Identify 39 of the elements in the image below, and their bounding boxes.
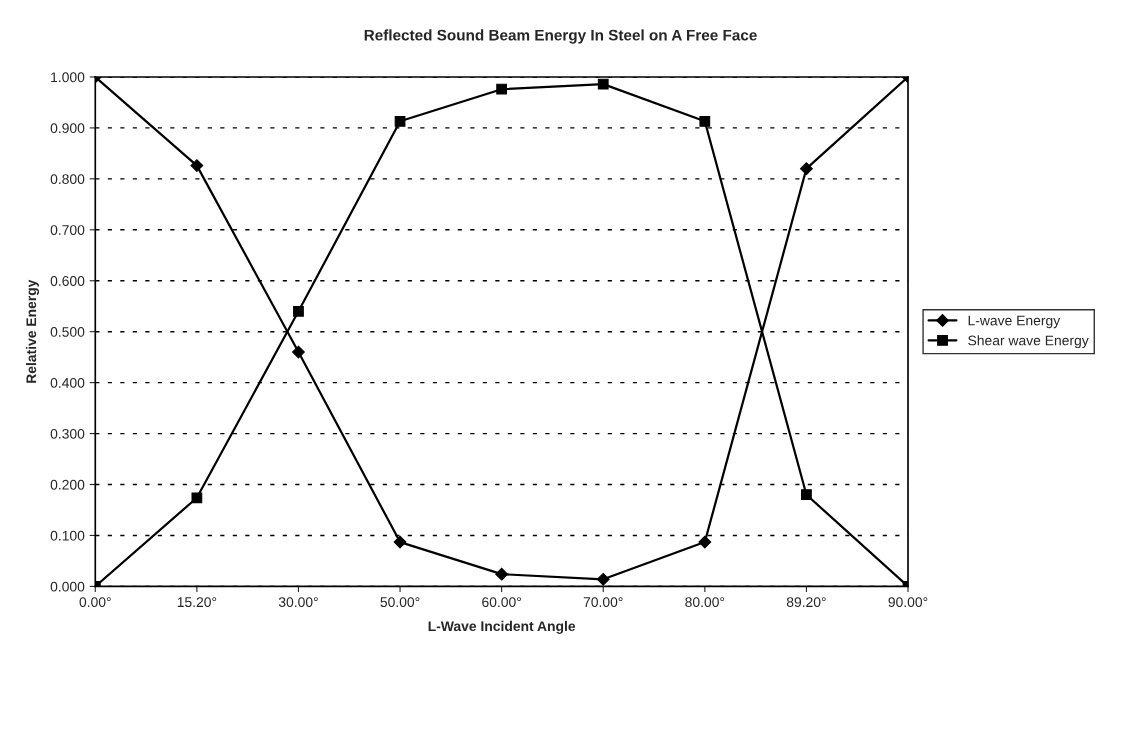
y-tick-label: 0.600: [50, 276, 85, 286]
point: [393, 535, 407, 549]
legend-label: Shear wave Energy: [968, 335, 1089, 349]
y-tick-label: 1.000: [51, 72, 85, 83]
point: [800, 162, 813, 176]
y-axis-title: Relative Energy: [26, 279, 39, 383]
point: [597, 78, 609, 90]
x-tick-label: 90.00°: [888, 597, 928, 608]
x-tick-label: 70.00°: [583, 597, 623, 608]
x-tick-label: 0.00°: [79, 597, 111, 608]
y-tick-label: 0.200: [50, 479, 85, 490]
x-tick-label: 89.20°: [786, 597, 826, 608]
point: [495, 567, 509, 581]
point: [191, 492, 203, 504]
x-tick-label: 15.20°: [177, 597, 217, 608]
y-tick-label: 0.700: [50, 225, 85, 235]
point: [394, 115, 406, 127]
point: [699, 115, 711, 127]
point: [596, 572, 610, 586]
y-tick-label: 0.000: [50, 581, 85, 592]
x-axis-title: L-Wave Incident Angle: [428, 620, 576, 634]
y-tick-label: 0.500: [50, 327, 85, 337]
x-tick-label: 60.00°: [482, 597, 521, 608]
y-tick-label: 0.100: [50, 530, 85, 541]
x-tick-label: 50.00°: [380, 597, 420, 608]
x-tick-label: 30.00°: [278, 597, 318, 608]
point: [293, 305, 304, 317]
y-tick-label: 0.400: [50, 377, 85, 388]
point: [292, 345, 305, 359]
y-tick-label: 0.800: [50, 174, 85, 185]
y-tick-label: 0.900: [50, 123, 85, 134]
point: [698, 535, 712, 549]
y-tick-label: 0.300: [50, 428, 85, 439]
x-tick-label: 80.00°: [685, 597, 725, 608]
point: [801, 489, 812, 501]
point: [190, 159, 204, 173]
legend-label: L-wave Energy: [968, 315, 1061, 329]
point: [496, 83, 508, 95]
chart-title: Reflected Sound Beam Energy In Steel on A Free Face: [364, 29, 757, 44]
